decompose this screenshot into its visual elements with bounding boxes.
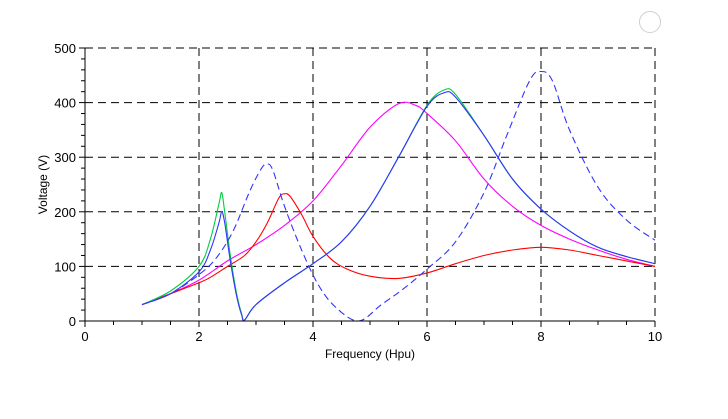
series-line-3 — [141, 88, 656, 321]
y-tick-labels: 0 100 200 300 400 500 — [54, 41, 76, 329]
x-tick-label-0: 0 — [81, 329, 88, 344]
series-lines — [141, 70, 656, 322]
y-tick-label-0: 0 — [69, 314, 76, 329]
grid-lines — [85, 47, 656, 321]
corner-circle-button[interactable] — [639, 11, 661, 33]
y-tick-label-200: 200 — [54, 205, 76, 220]
series-line-5 — [141, 70, 656, 322]
x-tick-label-8: 8 — [537, 329, 544, 344]
y-tick-label-300: 300 — [54, 150, 76, 165]
x-tick-label-2: 2 — [195, 329, 202, 344]
y-tick-label-400: 400 — [54, 96, 76, 111]
y-tick-label-500: 500 — [54, 41, 76, 56]
series-line-4 — [141, 91, 656, 322]
x-tick-labels: 0 2 4 6 8 10 — [81, 329, 662, 344]
series-line-2 — [141, 193, 656, 306]
y-tick-label-100: 100 — [54, 259, 76, 274]
x-tick-label-6: 6 — [423, 329, 430, 344]
x-tick-label-10: 10 — [648, 329, 662, 344]
x-axis-title: Frequency (Hpu) — [325, 347, 415, 361]
y-axis-title: Voltage (V) — [36, 155, 50, 214]
minor-ticks — [79, 47, 656, 327]
x-tick-label-4: 4 — [309, 329, 316, 344]
